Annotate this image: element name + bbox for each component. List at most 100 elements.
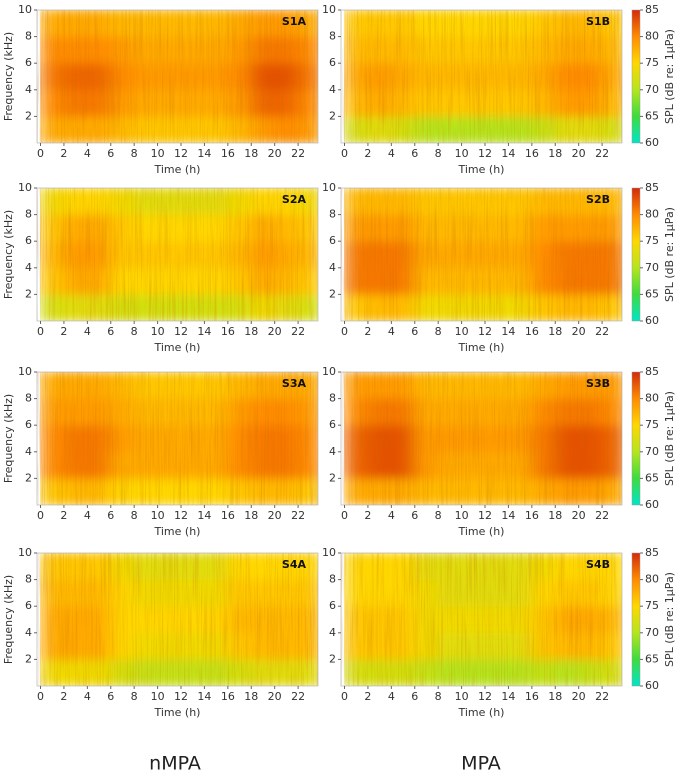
heatmap xyxy=(341,188,622,321)
x-tick-label: 22 xyxy=(595,509,609,522)
x-tick-label: 12 xyxy=(174,147,188,160)
x-tick-label: 18 xyxy=(548,690,562,703)
y-tick-label: 10 xyxy=(18,546,32,559)
x-tick-label: 16 xyxy=(525,509,539,522)
panel-label: S4B xyxy=(586,558,610,571)
colorbar-tick-label: 70 xyxy=(645,626,659,639)
x-tick-label: 14 xyxy=(501,690,515,703)
x-tick-label: 20 xyxy=(572,325,586,338)
y-tick-label: 2 xyxy=(25,471,32,484)
x-tick-label: 16 xyxy=(525,147,539,160)
x-tick-label: 18 xyxy=(244,509,258,522)
x-tick-label: 20 xyxy=(268,147,282,160)
x-tick-label: 10 xyxy=(151,325,165,338)
y-axis-label: Frequency (kHz) xyxy=(2,210,15,299)
x-tick-label: 6 xyxy=(411,690,418,703)
colorbar-tick-label: 70 xyxy=(645,83,659,96)
x-tick-label: 8 xyxy=(131,147,138,160)
y-tick-label: 8 xyxy=(25,392,32,405)
x-tick-label: 8 xyxy=(131,325,138,338)
colorbar xyxy=(631,552,641,687)
y-tick-label: 2 xyxy=(329,471,336,484)
y-tick-label: 10 xyxy=(18,3,32,16)
x-tick-label: 14 xyxy=(501,509,515,522)
x-tick-label: 18 xyxy=(548,325,562,338)
heatmap xyxy=(37,188,318,321)
x-tick-label: 20 xyxy=(268,690,282,703)
colorbar-tick-label: 85 xyxy=(645,181,659,194)
x-tick-label: 12 xyxy=(478,509,492,522)
y-tick-label: 4 xyxy=(25,261,32,274)
x-tick-label: 14 xyxy=(197,509,211,522)
x-tick-label: 10 xyxy=(151,690,165,703)
x-tick-label: 4 xyxy=(84,325,91,338)
x-tick-label: 16 xyxy=(525,325,539,338)
x-tick-label: 0 xyxy=(37,690,44,703)
panel-label: S2A xyxy=(282,193,307,206)
x-tick-label: 8 xyxy=(435,690,442,703)
x-tick-label: 6 xyxy=(107,325,114,338)
heatmap xyxy=(37,553,318,686)
panel-label: S2B xyxy=(586,193,610,206)
x-tick-label: 8 xyxy=(435,509,442,522)
x-tick-label: 18 xyxy=(244,690,258,703)
x-tick-label: 0 xyxy=(341,690,348,703)
x-axis-label: Time (h) xyxy=(154,163,201,176)
x-tick-label: 0 xyxy=(37,325,44,338)
colorbar-tick-label: 75 xyxy=(645,56,659,69)
y-tick-label: 10 xyxy=(18,365,32,378)
x-tick-label: 0 xyxy=(341,147,348,160)
column-label: MPA xyxy=(461,753,501,775)
x-tick-label: 10 xyxy=(455,509,469,522)
x-tick-label: 2 xyxy=(60,509,67,522)
x-tick-label: 10 xyxy=(455,690,469,703)
plot-frame xyxy=(340,371,623,506)
x-axis-label: Time (h) xyxy=(458,706,505,719)
y-axis-label: Frequency (kHz) xyxy=(2,575,15,664)
x-tick-label: 6 xyxy=(411,509,418,522)
y-tick-label: 8 xyxy=(25,30,32,43)
x-tick-label: 18 xyxy=(244,147,258,160)
texture xyxy=(341,188,622,321)
colorbar xyxy=(631,9,641,144)
colorbar xyxy=(631,371,641,506)
x-tick-label: 4 xyxy=(84,147,91,160)
x-tick-label: 16 xyxy=(221,325,235,338)
x-tick-label: 14 xyxy=(501,147,515,160)
y-tick-label: 4 xyxy=(25,445,32,458)
x-tick-label: 16 xyxy=(525,690,539,703)
y-tick-label: 4 xyxy=(25,626,32,639)
texture xyxy=(37,372,318,505)
x-tick-label: 18 xyxy=(244,325,258,338)
colorbar-tick-label: 65 xyxy=(645,109,659,122)
y-tick-label: 6 xyxy=(329,599,336,612)
x-tick-label: 20 xyxy=(572,690,586,703)
y-tick-label: 8 xyxy=(329,573,336,586)
x-tick-label: 20 xyxy=(268,509,282,522)
x-tick-label: 22 xyxy=(595,325,609,338)
x-tick-label: 12 xyxy=(478,690,492,703)
x-tick-label: 20 xyxy=(572,509,586,522)
colorbar-tick-label: 60 xyxy=(645,314,659,327)
panel-label: S1B xyxy=(586,15,610,28)
colorbar-label: SPL (dB re: 1µPa) xyxy=(663,29,676,124)
plot-frame xyxy=(36,9,319,144)
x-tick-label: 10 xyxy=(151,509,165,522)
y-tick-label: 6 xyxy=(25,418,32,431)
x-tick-label: 10 xyxy=(455,147,469,160)
x-tick-label: 6 xyxy=(411,147,418,160)
x-tick-label: 4 xyxy=(388,147,395,160)
x-tick-label: 0 xyxy=(341,325,348,338)
colorbar-tick-label: 60 xyxy=(645,136,659,149)
colorbar-tick-label: 70 xyxy=(645,261,659,274)
x-tick-label: 2 xyxy=(364,690,371,703)
texture xyxy=(341,10,622,143)
colorbar-tick-label: 60 xyxy=(645,498,659,511)
y-tick-label: 2 xyxy=(329,109,336,122)
x-axis-label: Time (h) xyxy=(154,706,201,719)
x-axis-label: Time (h) xyxy=(154,525,201,538)
y-tick-label: 6 xyxy=(329,234,336,247)
x-tick-label: 14 xyxy=(197,147,211,160)
colorbar-label: SPL (dB re: 1µPa) xyxy=(663,207,676,302)
x-tick-label: 6 xyxy=(107,147,114,160)
